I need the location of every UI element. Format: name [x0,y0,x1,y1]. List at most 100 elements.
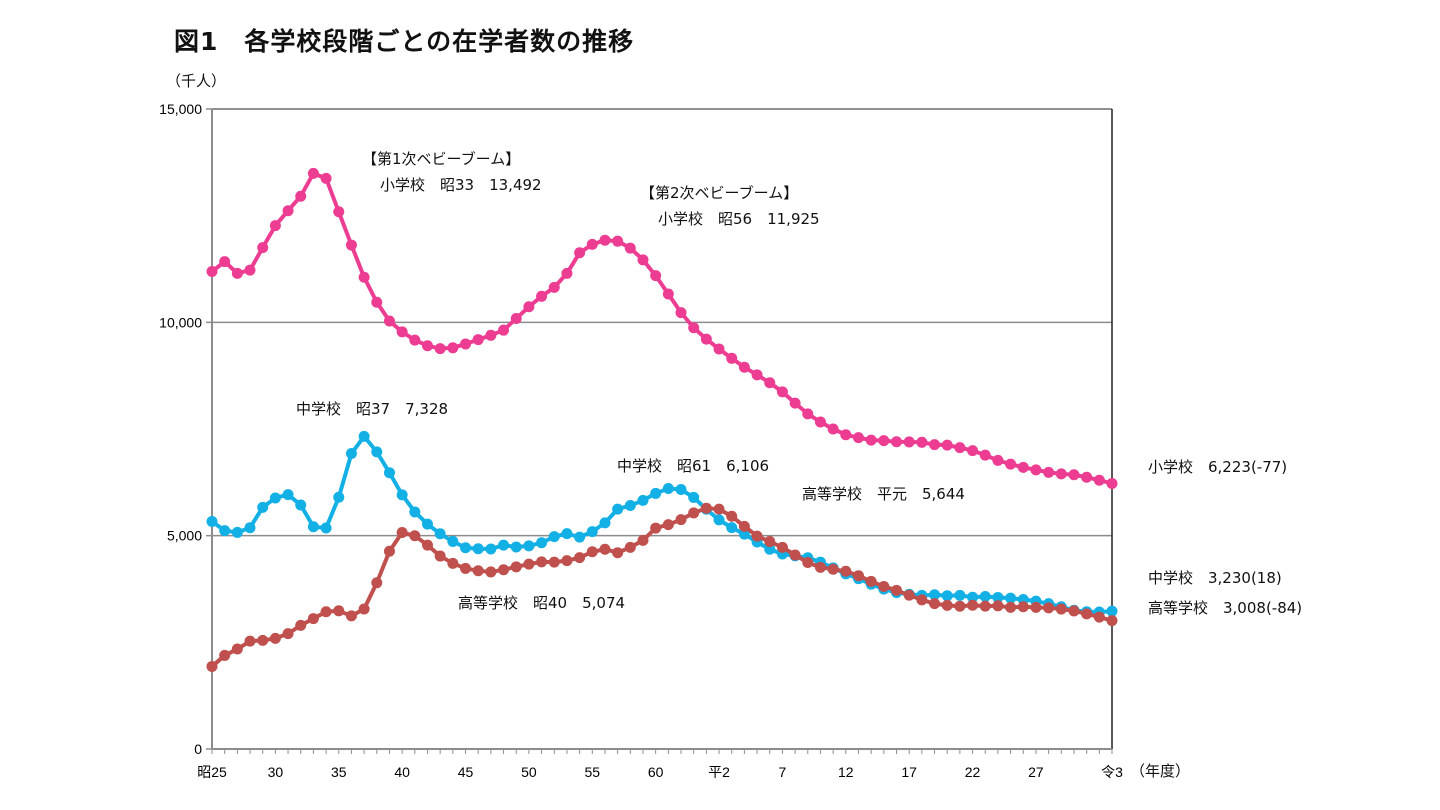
data-point-high_school [371,577,383,589]
x-tick-label: 40 [394,764,410,780]
data-point-high_school [954,600,966,612]
data-point-elementary [1043,466,1055,478]
x-tick-label: 45 [458,764,474,780]
annotation-hs-peak1: 高等学校 昭40 5,074 [458,594,626,612]
x-tick-label: 平2 [708,764,730,780]
data-point-high_school [612,547,624,559]
data-point-junior_high [574,531,586,543]
data-point-elementary [561,267,573,279]
data-point-junior_high [320,522,332,534]
data-point-high_school [498,564,510,576]
data-point-junior_high [510,541,522,553]
data-point-elementary [358,271,370,283]
data-point-high_school [1055,603,1067,615]
data-point-high_school [244,635,256,647]
data-point-junior_high [764,543,776,555]
data-point-high_school [637,534,649,546]
data-point-high_school [586,546,598,558]
data-point-elementary [536,290,548,302]
data-point-elementary [421,340,433,352]
data-point-junior_high [650,487,662,499]
data-point-junior_high [637,494,649,506]
x-tick-label: 27 [1028,764,1044,780]
data-point-junior_high [244,522,256,534]
data-point-junior_high [536,537,548,549]
data-point-high_school [916,594,928,606]
data-point-elementary [802,408,814,420]
data-point-elementary [941,439,953,451]
data-point-junior_high [548,531,560,543]
data-point-high_school [333,605,345,617]
data-point-junior_high [472,543,484,555]
x-tick-label: 30 [268,764,284,780]
x-tick-label: 60 [648,764,664,780]
data-point-junior_high [231,526,243,538]
data-point-junior_high [447,535,459,547]
data-point-high_school [510,561,522,573]
x-tick-label: 55 [584,764,600,780]
data-point-junior_high [979,591,991,603]
data-point-high_school [485,566,497,578]
data-point-elementary [688,322,700,334]
data-point-high_school [307,613,319,625]
data-point-elementary [751,369,763,381]
data-point-elementary [1093,474,1105,486]
data-point-high_school [574,552,586,564]
data-point-elementary [776,386,788,398]
data-point-elementary [954,442,966,454]
data-point-elementary [371,296,383,308]
data-point-junior_high [269,492,281,504]
x-tick-label: 22 [965,764,981,780]
data-point-elementary [612,235,624,247]
annotation-jh-peak1: 中学校 昭37 7,328 [296,400,449,418]
y-tick-label: 15,000 [159,101,202,117]
data-point-junior_high [941,590,953,602]
data-point-elementary [333,206,345,218]
data-point-junior_high [599,517,611,529]
data-point-junior_high [1005,592,1017,604]
data-point-elementary [764,377,776,389]
data-point-high_school [599,543,611,555]
data-point-elementary [472,334,484,346]
data-point-high_school [1005,601,1017,613]
data-point-junior_high [688,491,700,503]
data-point-junior_high [206,515,218,527]
data-point-high_school [789,549,801,561]
data-point-high_school [852,570,864,582]
data-point-high_school [295,619,307,631]
data-point-junior_high [967,591,979,603]
data-point-high_school [523,558,535,570]
data-point-high_school [764,536,776,548]
data-point-elementary [738,361,750,373]
x-tick-label: 35 [331,764,347,780]
data-point-junior_high [1106,605,1118,617]
data-point-high_school [650,522,662,534]
data-point-junior_high [345,448,357,460]
data-point-elementary [789,397,801,409]
data-point-elementary [574,247,586,259]
data-point-high_school [345,610,357,622]
data-point-junior_high [929,589,941,601]
data-point-elementary [307,167,319,179]
data-point-high_school [688,507,700,519]
data-point-elementary [865,434,877,446]
annotation-jh-peak2: 中学校 昭61 6,106 [617,457,770,475]
data-point-elementary [1081,471,1093,483]
data-point-elementary [586,238,598,250]
data-point-high_school [979,600,991,612]
data-point-junior_high [561,528,573,540]
data-point-elementary [460,338,472,350]
data-point-high_school [840,565,852,577]
data-point-elementary [852,432,864,444]
data-point-junior_high [624,500,636,512]
data-point-high_school [219,649,231,661]
data-point-junior_high [307,521,319,533]
data-point-junior_high [498,539,510,551]
data-point-high_school [802,557,814,569]
data-point-high_school [878,580,890,592]
data-point-junior_high [333,491,345,503]
data-point-elementary [295,190,307,202]
data-point-elementary [257,242,269,254]
data-point-elementary [409,334,421,346]
end-label-high-school: 高等学校 3,008(-84) [1148,599,1303,617]
